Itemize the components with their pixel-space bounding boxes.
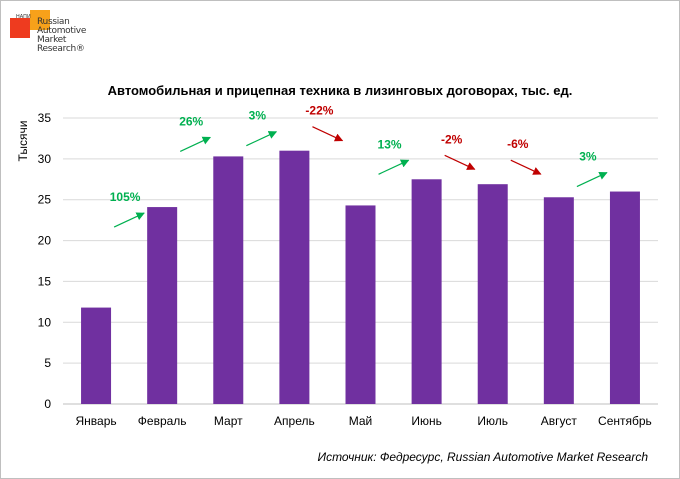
bar <box>609 191 640 404</box>
change-label: 13% <box>378 137 402 151</box>
y-tick-label: 20 <box>38 234 52 248</box>
bar <box>411 179 442 404</box>
y-tick-label: 0 <box>44 397 51 411</box>
logo-small-text: НАПИ <box>16 14 31 20</box>
y-tick-label: 30 <box>38 152 52 166</box>
x-tick-label: Февраль <box>138 414 187 428</box>
x-tick-label: Апрель <box>274 414 315 428</box>
y-tick-label: 15 <box>38 274 52 288</box>
change-label: -2% <box>441 132 463 146</box>
y-tick-label: 5 <box>44 356 51 370</box>
change-arrow <box>576 171 608 188</box>
change-label: -22% <box>305 104 333 118</box>
change-arrow <box>113 212 145 228</box>
y-tick-label: 25 <box>38 193 52 207</box>
bar <box>345 205 376 404</box>
y-tick-label: 35 <box>38 111 52 125</box>
y-axis-label: Тысячи <box>16 121 30 162</box>
bar <box>213 156 244 404</box>
change-label: 3% <box>579 150 597 164</box>
x-tick-label: Май <box>349 414 373 428</box>
change-arrow <box>179 136 211 152</box>
change-arrow <box>378 159 410 175</box>
logo-orange-square <box>30 10 50 30</box>
change-label: 105% <box>110 190 141 204</box>
change-arrow <box>246 131 278 147</box>
x-tick-label: Август <box>541 414 578 428</box>
logo-red-square <box>10 18 30 38</box>
x-tick-label: Июль <box>477 414 508 428</box>
change-label: 3% <box>249 109 267 123</box>
chart-title: Автомобильная и прицепная техника в лизи… <box>107 83 573 98</box>
x-tick-label: Сентябрь <box>598 414 652 428</box>
bar <box>279 150 310 404</box>
change-label: 26% <box>179 114 203 128</box>
logo: НАПИ Russian Automotive Market Research® <box>8 8 98 66</box>
change-arrow <box>510 159 542 175</box>
x-tick-label: Март <box>214 414 243 428</box>
bar <box>147 207 178 404</box>
bar <box>477 184 508 404</box>
change-arrow <box>444 154 476 170</box>
y-tick-label: 10 <box>38 315 52 329</box>
change-arrow <box>312 126 344 142</box>
change-label: -6% <box>507 137 529 151</box>
source-note: Источник: Федресурс, Russian Automotive … <box>317 450 648 464</box>
logo-text: Russian Automotive Market Research® <box>37 17 87 54</box>
x-tick-label: Январь <box>75 414 116 428</box>
x-tick-label: Июнь <box>411 414 442 428</box>
bar <box>543 197 574 404</box>
bar <box>81 307 112 404</box>
